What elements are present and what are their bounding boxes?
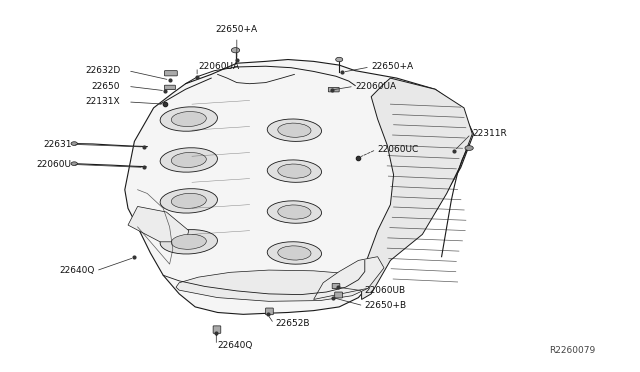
Ellipse shape (232, 48, 239, 53)
Ellipse shape (465, 146, 474, 151)
Polygon shape (362, 78, 472, 299)
Ellipse shape (172, 193, 206, 208)
Text: 22650+B: 22650+B (365, 301, 407, 310)
Ellipse shape (160, 230, 218, 254)
FancyBboxPatch shape (328, 87, 339, 92)
Text: 22131X: 22131X (86, 97, 120, 106)
FancyBboxPatch shape (266, 308, 273, 315)
Ellipse shape (278, 205, 311, 219)
Polygon shape (125, 60, 474, 314)
FancyBboxPatch shape (164, 71, 177, 76)
Ellipse shape (278, 246, 311, 260)
FancyBboxPatch shape (213, 326, 221, 333)
FancyBboxPatch shape (335, 292, 342, 298)
Ellipse shape (336, 57, 343, 62)
Text: 22311R: 22311R (472, 129, 507, 138)
Ellipse shape (278, 123, 311, 137)
Text: 22652B: 22652B (275, 319, 310, 328)
Text: 22632D: 22632D (85, 66, 120, 75)
Text: 22060UC: 22060UC (378, 145, 419, 154)
Polygon shape (176, 270, 368, 301)
Ellipse shape (278, 164, 311, 178)
Ellipse shape (268, 242, 321, 264)
Text: 22060U: 22060U (36, 160, 72, 169)
Ellipse shape (268, 201, 321, 223)
Ellipse shape (160, 189, 218, 213)
Polygon shape (128, 206, 189, 242)
Polygon shape (314, 257, 384, 299)
Text: 22650: 22650 (92, 82, 120, 91)
Ellipse shape (172, 234, 206, 249)
Ellipse shape (160, 148, 218, 172)
Text: 22060UB: 22060UB (365, 286, 406, 295)
Text: R2260079: R2260079 (549, 346, 595, 355)
Ellipse shape (71, 162, 77, 166)
FancyBboxPatch shape (164, 85, 175, 90)
Text: 22060UA: 22060UA (198, 62, 239, 71)
Text: 22650+A: 22650+A (371, 62, 413, 71)
Text: 22640Q: 22640Q (218, 341, 253, 350)
Ellipse shape (172, 112, 206, 126)
Ellipse shape (160, 107, 218, 131)
Text: 22060UA: 22060UA (355, 82, 396, 91)
Text: 22650+A: 22650+A (216, 25, 258, 34)
Text: 22631: 22631 (43, 140, 72, 149)
Text: 22640Q: 22640Q (60, 266, 95, 275)
FancyBboxPatch shape (332, 283, 340, 289)
Ellipse shape (172, 153, 206, 167)
Ellipse shape (268, 119, 321, 141)
Ellipse shape (268, 160, 321, 182)
Ellipse shape (71, 142, 77, 145)
